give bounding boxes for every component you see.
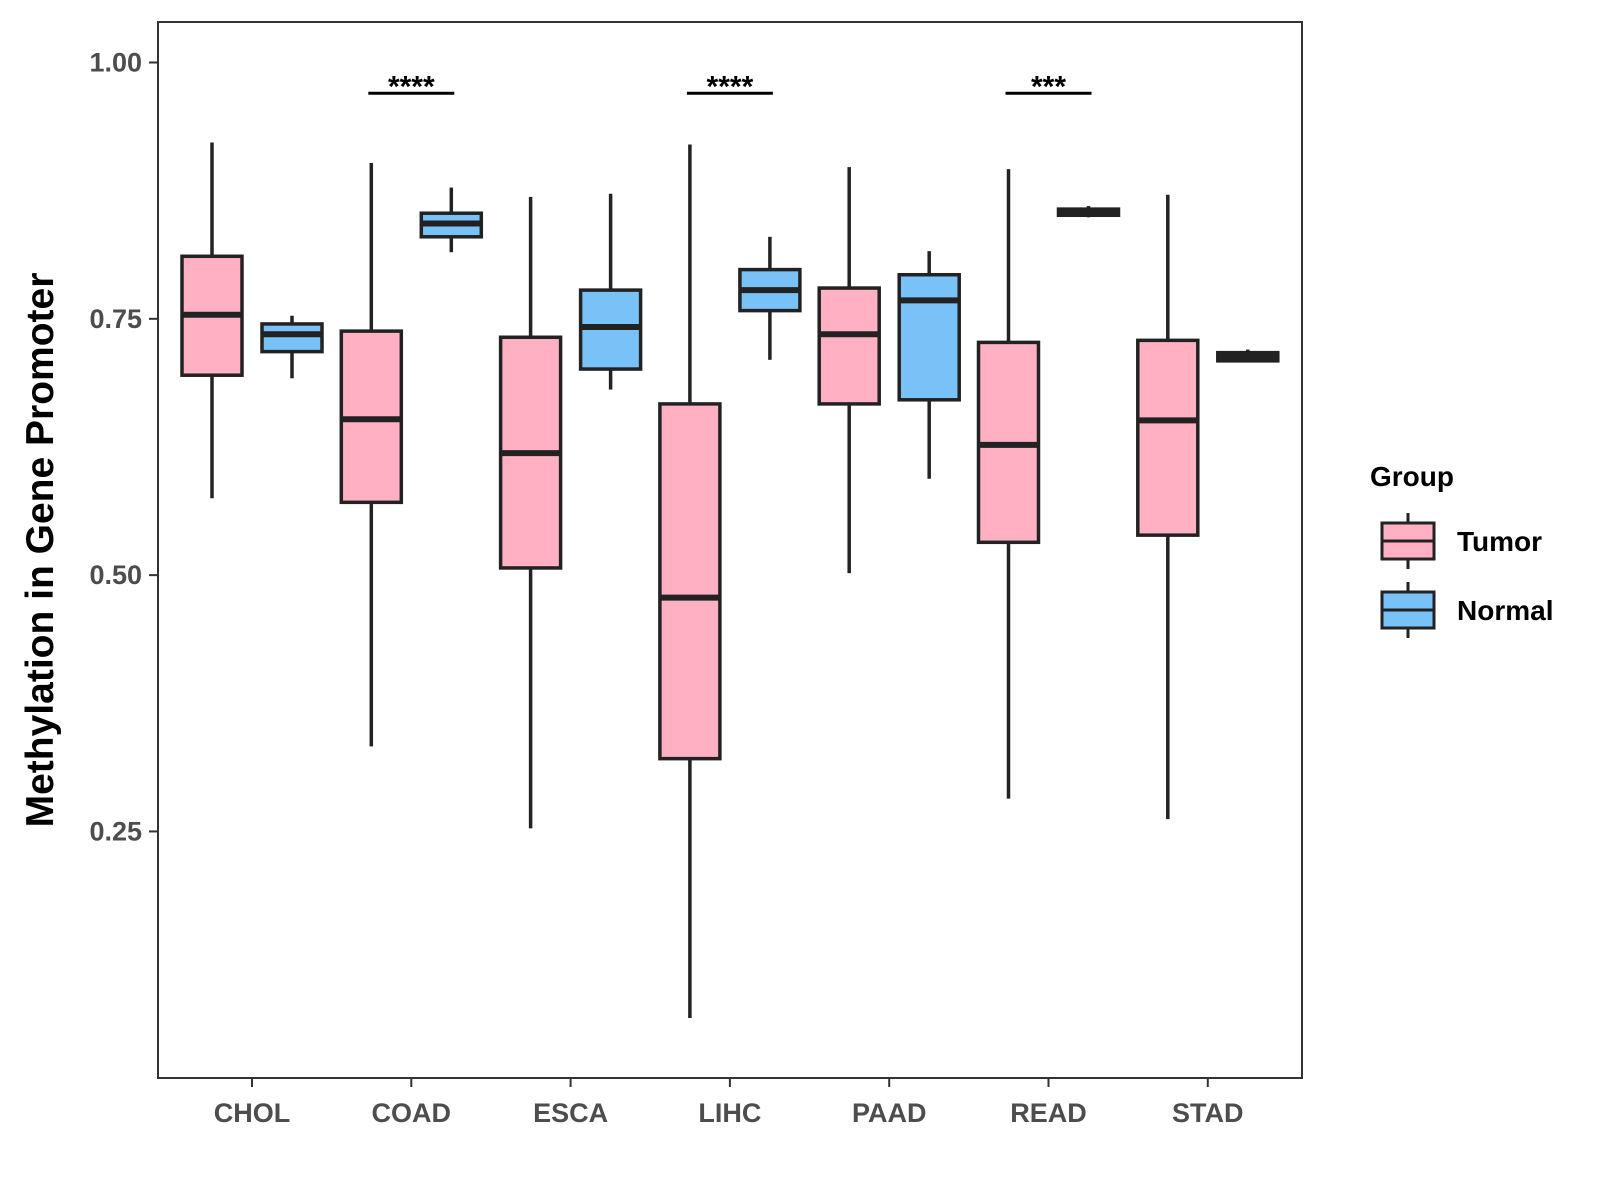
box-tumor-chol [180, 142, 244, 499]
x-tick-label-paad: PAAD [852, 1098, 927, 1128]
box-tumor-paad [817, 167, 881, 574]
box-normal-stad [1216, 349, 1280, 363]
box-normal-esca [578, 193, 643, 390]
significance-label: *** [1031, 70, 1066, 103]
significance-label: **** [388, 70, 435, 103]
box-tumor-esca [498, 196, 563, 829]
x-tick-label-coad: COAD [372, 1098, 452, 1128]
x-tick-label-esca: ESCA [533, 1098, 608, 1128]
y-axis-title: Methylation in Gene Promoter [19, 273, 62, 828]
x-axis: CHOL COAD ESCA LIHC PAAD READ STAD [214, 1078, 1244, 1128]
x-tick-label-stad: STAD [1172, 1098, 1244, 1128]
y-tick-label: 0.75 [89, 304, 142, 334]
box-tumor-read [976, 169, 1041, 799]
box-tumor-lihc [658, 144, 722, 1019]
y-tick-label: 0.50 [89, 560, 142, 590]
legend-entry-tumor: Tumor [1380, 513, 1542, 569]
box-normal-paad [897, 251, 961, 479]
y-axis: 0.25 0.50 0.75 1.00 [89, 48, 158, 846]
x-tick-label-chol: CHOL [214, 1098, 291, 1128]
significance-label: **** [707, 70, 754, 103]
box-normal-chol [260, 315, 324, 379]
box-tumor-stad [1136, 194, 1200, 820]
y-tick-label: 0.25 [89, 816, 142, 846]
legend-label: Tumor [1457, 526, 1542, 557]
legend-entry-normal: Normal [1380, 582, 1553, 638]
x-tick-label-read: READ [1010, 1098, 1087, 1128]
box-body [897, 272, 961, 402]
box-body [817, 286, 881, 406]
box-normal-lihc [738, 236, 802, 360]
plot-panel [157, 21, 1303, 1079]
box-tumor-coad [339, 162, 404, 747]
box-body [1136, 338, 1200, 537]
box-body [658, 402, 722, 761]
significance-annotations: **** **** *** [368, 70, 1092, 103]
y-tick-label: 1.00 [89, 48, 142, 78]
box-normal-read [1056, 206, 1121, 218]
box-series-layer [180, 142, 1280, 1019]
legend-label: Normal [1457, 595, 1553, 626]
box-body [260, 322, 324, 354]
box-normal-coad [419, 187, 484, 253]
x-tick-label-lihc: LIHC [698, 1098, 761, 1128]
legend: Group Tumor Normal [1370, 461, 1553, 638]
legend-title: Group [1370, 461, 1454, 492]
